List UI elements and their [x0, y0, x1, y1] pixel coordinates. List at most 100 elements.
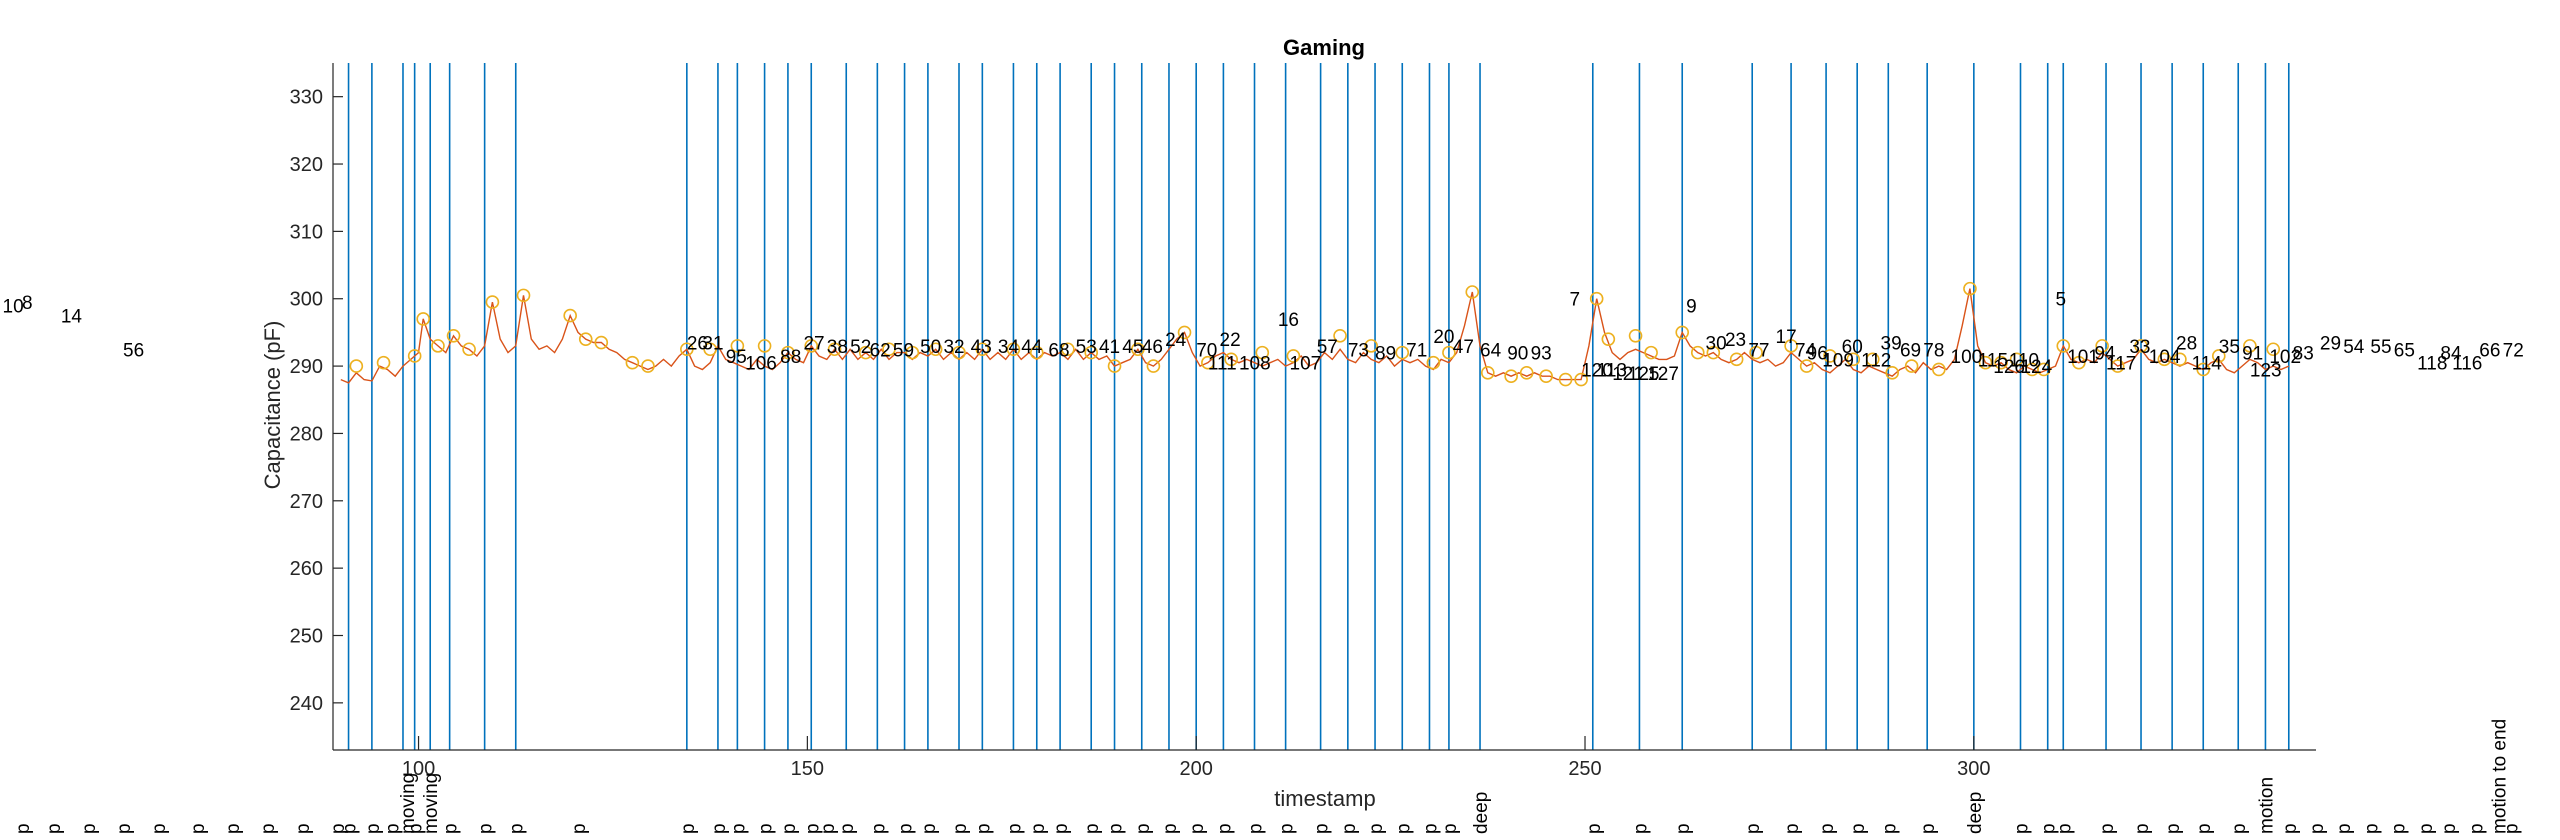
- peak-label: 30: [1706, 334, 1727, 355]
- peak-label: 120: [1581, 360, 1613, 381]
- peak-marker: [928, 342, 943, 357]
- peak-marker: [1846, 352, 1861, 367]
- peak-marker: [1994, 355, 2008, 370]
- peak-marker: [1729, 352, 1744, 367]
- peak-marker: [1061, 342, 1075, 357]
- event-type-label: moving: [421, 773, 442, 834]
- peak-marker: [2037, 362, 2051, 377]
- peak-label: 38: [827, 337, 848, 358]
- peak-marker: [349, 359, 364, 373]
- peak-label: 84: [2440, 344, 2462, 365]
- peak-marker: [2196, 362, 2211, 377]
- peak-label: 31: [702, 334, 723, 355]
- event-type-label: p: [2501, 823, 2522, 834]
- event-type-label: deep: [1471, 792, 1492, 834]
- event-type-label: p: [818, 823, 839, 834]
- peak-marker: [446, 328, 461, 343]
- event-type-label: p: [1421, 823, 1442, 834]
- event-type-label: motion: [2257, 777, 2278, 834]
- peak-marker: [1465, 285, 1480, 299]
- event-type-label: p: [114, 823, 135, 834]
- event-type-label: p: [293, 823, 314, 834]
- peak-marker: [1364, 339, 1378, 353]
- x-tick-label: 300: [1957, 758, 1990, 780]
- event-type-label: p: [1082, 823, 1103, 834]
- event-type-label: p: [441, 823, 462, 834]
- peak-label: 106: [745, 354, 777, 375]
- event-type-label: p: [1879, 823, 1900, 834]
- peak-label: 55: [2370, 337, 2391, 358]
- peak-label: 41: [1099, 337, 1120, 358]
- event-type-label: moving: [398, 773, 419, 834]
- peak-marker: [1885, 366, 1899, 380]
- event-type-label: p: [149, 823, 170, 834]
- event-type-label: p: [2194, 823, 2215, 834]
- peak-marker: [781, 345, 795, 360]
- event-type-label: p: [1246, 823, 1267, 834]
- event-type-label: p: [973, 823, 994, 834]
- peak-marker: [594, 335, 609, 350]
- event-type-label: p: [1743, 823, 1764, 834]
- event-type-label: p: [1051, 823, 1072, 834]
- event-type-label: p: [1440, 823, 1461, 834]
- event-type-label: p: [2389, 823, 2410, 834]
- event-type-label: p: [507, 823, 528, 834]
- event-type-label: p: [779, 823, 800, 834]
- peak-marker: [757, 339, 772, 353]
- event-type-label: p: [340, 823, 361, 834]
- event-type-label: p: [1312, 823, 1333, 834]
- peak-label: 124: [2020, 357, 2052, 378]
- peak-label: 101: [2067, 347, 2099, 368]
- peak-label: 27: [803, 334, 824, 355]
- event-type-label: p: [919, 823, 940, 834]
- peak-marker: [703, 342, 717, 357]
- event-type-label: p: [223, 823, 244, 834]
- peak-label: 69: [1900, 340, 1921, 361]
- event-type-label: p: [1584, 823, 1605, 834]
- y-tick-label: 320: [290, 154, 323, 176]
- peak-marker: [1749, 345, 1763, 360]
- event-type-label: p: [1106, 823, 1127, 834]
- peak-label: 5: [2055, 290, 2066, 311]
- event-type-label: p: [1339, 823, 1360, 834]
- peak-label: 64: [1480, 340, 1502, 361]
- peak-label: 123: [2250, 360, 2282, 381]
- event-type-label: motion to end: [2490, 719, 2511, 834]
- event-type-label: p: [1817, 823, 1838, 834]
- event-type-label: p: [1187, 823, 1208, 834]
- event-type-label: p: [188, 823, 209, 834]
- event-type-label: p: [2163, 823, 2184, 834]
- capacitance-series-line: [340, 288, 2290, 384]
- axes: 240 250 260 270 280 290 300 310 320 330 100 150 200 2…: [290, 63, 2316, 780]
- peak-marker: [1177, 325, 1192, 340]
- peak-marker: [827, 342, 842, 357]
- peak-marker: [2110, 359, 2125, 373]
- event-type-label: p: [896, 823, 917, 834]
- peak-label: 8: [22, 293, 33, 314]
- peak-marker: [1131, 342, 1145, 357]
- peak-label: 89: [1375, 344, 1396, 365]
- peak-label: 90: [1507, 344, 1528, 365]
- event-type-label: p: [2466, 823, 2487, 834]
- peak-label: 71: [1406, 340, 1427, 361]
- peak-label: 24: [1165, 330, 1187, 351]
- peak-marker: [804, 339, 819, 353]
- peak-marker: [578, 332, 593, 346]
- peak-label: 57: [1317, 337, 1338, 358]
- peak-marker: [1395, 345, 1410, 360]
- peak-label: 118: [2417, 354, 2447, 375]
- peak-marker: [1865, 352, 1880, 367]
- peak-label: 59: [893, 340, 914, 361]
- peak-label: 83: [2293, 344, 2314, 365]
- peak-marker: [2009, 352, 2024, 367]
- peak-marker: [858, 345, 873, 360]
- peak-marker: [1255, 345, 1270, 360]
- x-tick-label: 100: [402, 758, 435, 780]
- event-type-label: p: [406, 823, 427, 834]
- event-type-label: p: [2334, 823, 2355, 834]
- peak-label: 94: [2094, 344, 2116, 365]
- event-type-label: p: [1366, 823, 1387, 834]
- peak-marker: [2211, 349, 2226, 363]
- event-type-label: p: [382, 823, 403, 834]
